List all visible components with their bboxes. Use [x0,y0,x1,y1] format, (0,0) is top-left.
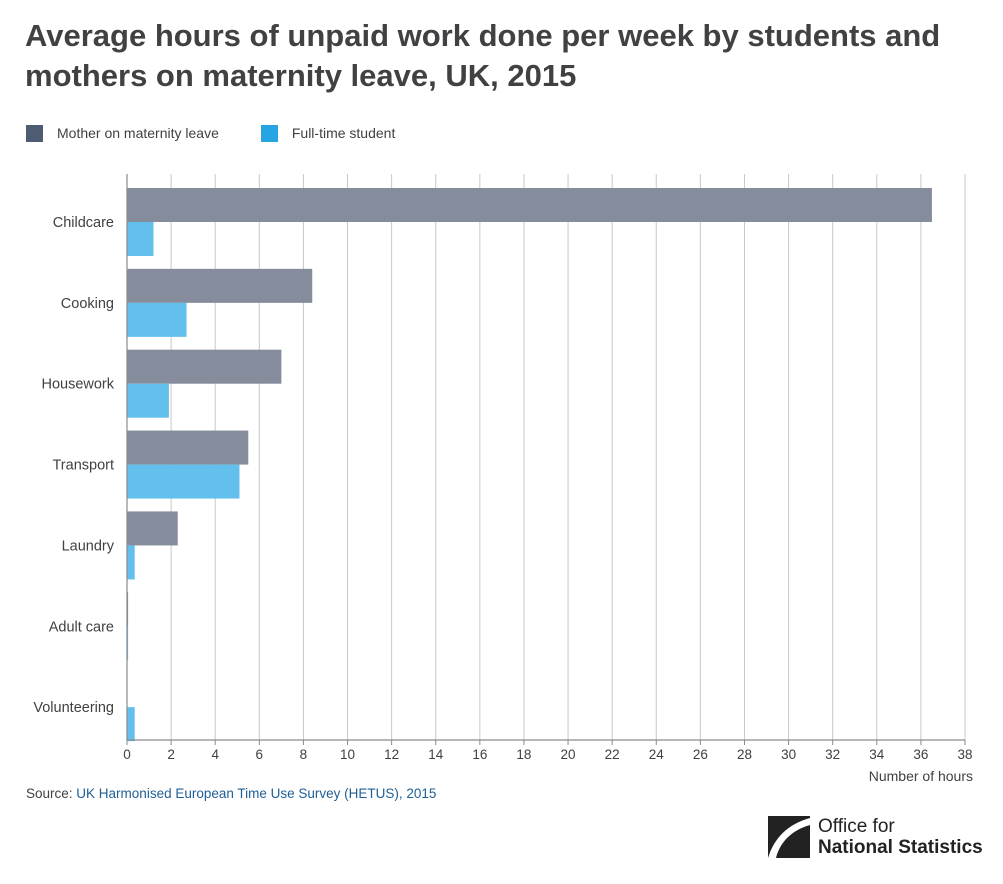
bar-student-volunteering [127,707,135,742]
category-label-laundry: Laundry [62,538,115,554]
category-label-volunteering: Volunteering [33,700,114,716]
x-tick-label-2: 2 [167,747,175,762]
x-tick-label-6: 6 [256,747,264,762]
category-label-cooking: Cooking [61,296,114,312]
x-tick-label-30: 30 [781,747,796,762]
bar-student-laundry [127,545,135,580]
bar-mother-housework [127,349,282,384]
ons-logo: Office for National Statistics [768,814,988,860]
x-tick-label-34: 34 [869,747,885,762]
logo-line-1: Office for [818,816,895,837]
x-tick-label-20: 20 [561,747,576,762]
x-tick-label-0: 0 [123,747,131,762]
source-link[interactable]: UK Harmonised European Time Use Survey (… [76,786,437,801]
x-tick-label-28: 28 [737,747,752,762]
x-tick-label-38: 38 [957,747,972,762]
category-label-transport: Transport [52,458,114,474]
legend-label-mother: Mother on maternity leave [57,125,219,141]
bar-mother-laundry [127,511,178,546]
x-tick-label-12: 12 [384,747,399,762]
x-tick-label-16: 16 [472,747,487,762]
category-label-housework: Housework [41,377,114,393]
ons-logo-text: Office for National Statistics [818,816,983,858]
chart-title: Average hours of unpaid work done per we… [25,18,941,93]
x-tick-label-10: 10 [340,747,355,762]
category-label-childcare: Childcare [53,215,114,231]
x-tick-label-8: 8 [300,747,308,762]
x-tick-label-4: 4 [211,747,219,762]
legend-label-student: Full-time student [291,125,396,141]
x-tick-label-32: 32 [825,747,840,762]
source-label: Source: [26,786,73,801]
x-axis-label: Number of hours [869,768,973,784]
legend-item-student: Full-time student [260,124,396,142]
bar-student-transport [127,464,240,499]
x-tick-label-14: 14 [428,747,444,762]
x-tick-label-22: 22 [605,747,620,762]
bar-mother-childcare [127,188,932,222]
ons-logo-icon [768,816,810,858]
legend-item-mother: Mother on maternity leave [26,124,219,142]
legend-swatch-mother [26,124,43,142]
x-tick-label-24: 24 [649,747,665,762]
bar-mother-transport [127,430,249,465]
logo-line-2: National Statistics [818,837,983,858]
x-tick-label-18: 18 [516,747,531,762]
bar-student-housework [127,383,169,418]
source-note: Source: UK Harmonised European Time Use … [26,786,436,801]
bar-student-cooking [127,302,187,337]
chart-legend: Mother on maternity leave Full-time stud… [26,122,437,144]
category-label-adult-care: Adult care [49,619,114,635]
legend-swatch-student [260,124,278,142]
x-tick-label-36: 36 [913,747,928,762]
x-tick-label-26: 26 [693,747,708,762]
bar-chart: 0 2 4 6 8 10 12 14 16 18 20 22 24 26 28 30 32 34 36 38Child… [33,174,973,784]
bar-student-childcare [127,222,154,256]
bar-mother-cooking [127,268,313,303]
